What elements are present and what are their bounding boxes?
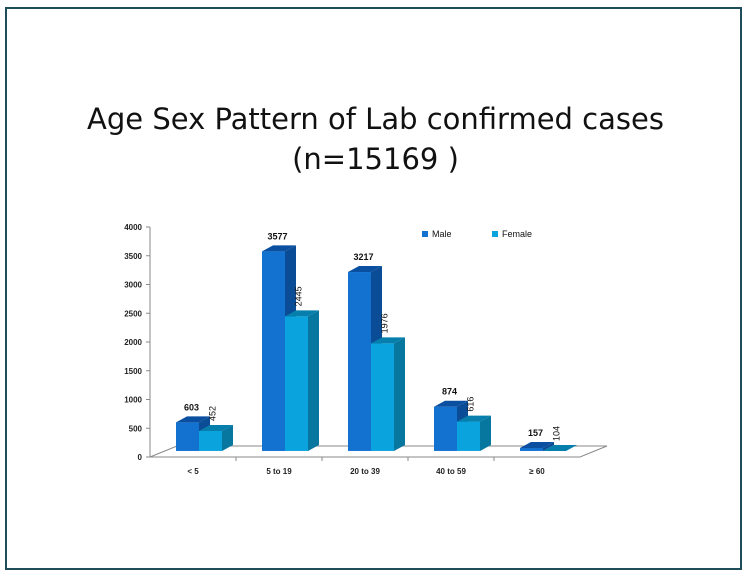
y-tick-label: 500 [129,424,143,433]
data-label-male: 3217 [353,252,373,262]
bar-male [348,272,371,451]
bar-female [285,316,308,451]
bar-male [434,406,457,451]
y-tick-label: 2500 [124,309,142,318]
y-tick-label: 3000 [124,281,142,290]
x-tick-label: < 5 [187,467,199,476]
legend-swatch-male [422,231,428,237]
data-label-female: 2445 [294,286,304,306]
data-label-male: 157 [528,428,543,438]
bar-female-top [457,415,491,422]
bar-male-top [262,245,296,252]
slide-frame [5,7,742,570]
bar-female-top [543,445,577,452]
y-tick-label: 1000 [124,396,142,405]
legend-label-male: Male [432,229,452,239]
x-tick-label: ≥ 60 [529,467,545,476]
bar-male-top [348,266,382,273]
bar-female-side [394,337,405,451]
chart-title-line1: Age Sex Pattern of Lab confirmed cases [87,102,664,136]
y-tick-label: 4000 [124,223,142,232]
y-tick-label: 2000 [124,338,142,347]
y-tick-label: 3500 [124,252,142,261]
data-label-female: 616 [466,397,476,412]
data-label-male: 874 [442,387,457,397]
bar-female-side [222,425,233,451]
bar-male [262,251,285,451]
x-tick-label: 5 to 19 [266,467,292,476]
legend-label-female: Female [502,229,532,239]
bar-male-side [543,441,554,451]
bar-female-side [566,444,577,452]
legend-swatch-female [492,231,498,237]
data-label-female: 1976 [380,313,390,333]
data-label-male: 3577 [267,231,287,241]
data-label-female: 104 [552,426,562,441]
bar-female [457,421,480,451]
chart-title-line2: (n=15169 ) [292,142,459,176]
y-tick-label: 1500 [124,367,142,376]
bar-male [520,447,543,451]
bar-male [176,422,199,451]
bar-male-top [434,400,468,407]
bar-female-top [371,337,405,344]
bar-female-side [308,310,319,451]
bar-female [199,431,222,451]
bar-male-top [176,416,210,423]
x-tick-label: 40 to 59 [436,467,466,476]
bar-female-top [285,310,319,317]
bar-female [371,343,394,451]
x-tick-label: 20 to 39 [350,467,380,476]
data-label-female: 452 [208,406,218,421]
bar-female-top [199,425,233,432]
bar-female-side [480,415,491,451]
data-label-male: 603 [184,402,199,412]
bar-male-top [520,441,554,448]
y-tick-label: 0 [138,453,143,462]
